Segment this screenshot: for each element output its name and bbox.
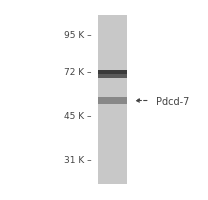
Bar [98, 75, 127, 79]
Bar [98, 16, 127, 184]
Bar [98, 71, 127, 75]
Text: 45 K –: 45 K – [64, 112, 92, 120]
Text: 95 K –: 95 K – [64, 31, 92, 39]
Text: 72 K –: 72 K – [64, 68, 92, 76]
Text: 31 K –: 31 K – [64, 156, 92, 164]
Bar [98, 97, 127, 105]
Text: Pdcd-7: Pdcd-7 [156, 96, 189, 106]
